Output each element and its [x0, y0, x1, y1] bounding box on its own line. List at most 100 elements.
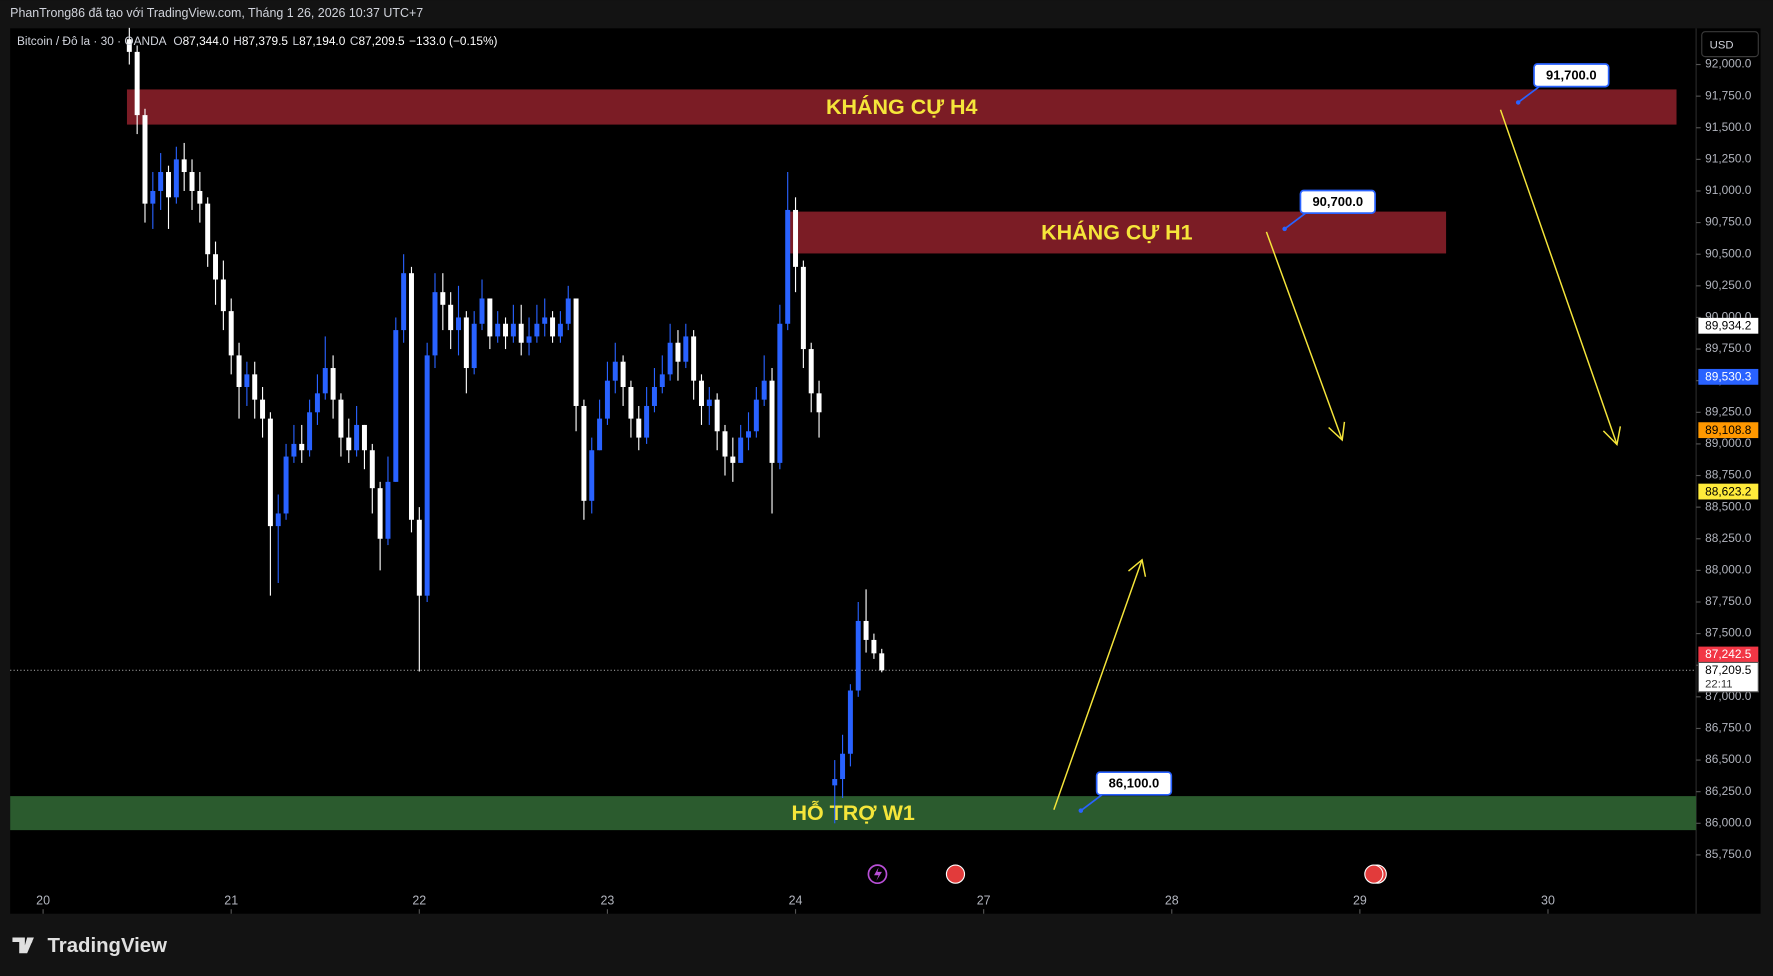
y-tick-label: 89,250.0 — [1705, 404, 1752, 418]
callout-point — [1515, 100, 1521, 105]
candle-body — [855, 620, 861, 691]
x-tick-label: 28 — [1165, 894, 1179, 908]
x-tick-label: 21 — [224, 894, 238, 908]
candle-body — [330, 368, 336, 400]
price-label-box — [1698, 368, 1759, 385]
countdown-label: 22:11 — [1705, 678, 1732, 690]
y-tick-label: 91,000.0 — [1705, 183, 1752, 197]
callout-point — [1078, 808, 1084, 813]
candle-body — [847, 690, 853, 754]
price-label: 89,530.3 — [1705, 370, 1752, 384]
y-tick-label: 92,000.0 — [1705, 57, 1752, 71]
zone-label: KHÁNG CỰ H4 — [826, 94, 977, 119]
callout-box — [1533, 63, 1610, 88]
candle-body — [346, 437, 352, 451]
candle-body — [158, 172, 164, 191]
candle-body — [377, 488, 383, 539]
candle-body — [840, 753, 846, 780]
candle-body — [322, 368, 328, 394]
candle-body — [691, 336, 697, 381]
y-tick-label: 86,000.0 — [1705, 815, 1752, 829]
y-tick-label: 88,000.0 — [1705, 563, 1752, 577]
candle-body — [463, 317, 469, 369]
candle-body — [471, 323, 477, 369]
candle-body — [314, 393, 320, 413]
zone — [126, 89, 1677, 125]
candle-body — [651, 387, 657, 406]
candle-body — [134, 51, 140, 116]
arrow-line — [1265, 231, 1343, 441]
y-tick-label: 91,500.0 — [1705, 120, 1752, 134]
candle-body — [283, 456, 289, 514]
arrow-line — [1053, 559, 1143, 810]
candle-body — [597, 418, 603, 451]
candle-body — [604, 380, 610, 419]
zone-label: HỖ TRỢ W1 — [792, 799, 915, 825]
callout-label: 90,700.0 — [1312, 194, 1363, 209]
y-tick-label: 87,750.0 — [1705, 594, 1752, 608]
candle-body — [636, 418, 642, 438]
price-label: 88,623.2 — [1705, 484, 1751, 498]
candle-body — [871, 639, 877, 654]
candle-body — [518, 323, 524, 343]
candle-body — [628, 387, 634, 419]
arrow-line — [1499, 109, 1618, 445]
candle-body — [738, 437, 744, 463]
candle-body — [683, 336, 689, 362]
candle-body — [785, 209, 791, 324]
callout-label: 86,100.0 — [1109, 776, 1160, 791]
legend-key: C — [350, 34, 359, 48]
event-icon[interactable] — [1364, 864, 1384, 884]
candle-body — [173, 159, 179, 198]
legend-key: O — [173, 34, 182, 48]
candle-body — [126, 39, 132, 52]
currency-label[interactable]: USD — [1710, 39, 1734, 51]
candle-body — [181, 159, 187, 173]
callout-label: 91,700.0 — [1546, 67, 1597, 82]
candle-body — [166, 172, 171, 198]
y-tick-label: 86,750.0 — [1705, 721, 1752, 735]
candle-body — [769, 380, 775, 463]
y-tick-label: 89,000.0 — [1705, 436, 1752, 450]
candle-body — [761, 380, 767, 400]
y-tick-label: 86,250.0 — [1705, 784, 1752, 798]
candle-body — [432, 292, 438, 356]
candle-body — [338, 399, 344, 438]
candle-body — [479, 298, 485, 324]
callout-pointer — [1517, 84, 1542, 104]
candle-body — [150, 190, 156, 204]
event-icon[interactable] — [945, 864, 966, 884]
candle-body — [659, 374, 665, 388]
legend-value: 87,194.0 — [299, 34, 346, 48]
candle-body — [706, 399, 712, 406]
y-tick-label: 90,750.0 — [1705, 215, 1752, 229]
candle-body — [487, 298, 493, 337]
callout-pointer — [1284, 211, 1308, 230]
y-tick-label: 87,000.0 — [1705, 689, 1752, 703]
y-tick-label: 89,750.0 — [1705, 341, 1752, 355]
candle-body — [510, 323, 516, 337]
candle-body — [416, 519, 422, 596]
price-label-box — [1698, 317, 1759, 334]
candle-body — [495, 323, 501, 337]
current-price-box — [1697, 661, 1759, 693]
brand: TradingView — [12, 935, 167, 957]
event-icons — [867, 864, 1387, 885]
x-tick-label: 20 — [36, 894, 50, 908]
event-icon[interactable] — [867, 864, 888, 885]
currency-button[interactable]: USD — [1701, 31, 1759, 58]
price-label-box — [1698, 422, 1759, 439]
candle-body — [385, 481, 391, 539]
candle-body — [142, 115, 148, 204]
candle-body — [863, 620, 869, 640]
candle-body — [299, 443, 305, 451]
y-tick-label: 86,500.0 — [1705, 752, 1752, 766]
candle-body — [832, 779, 838, 786]
currency-box[interactable] — [1701, 31, 1759, 58]
candle-body — [354, 424, 360, 451]
candle-body — [793, 209, 799, 267]
callout-box — [1299, 189, 1376, 214]
legend-key: H — [233, 34, 242, 48]
price-label-box — [1698, 646, 1759, 663]
